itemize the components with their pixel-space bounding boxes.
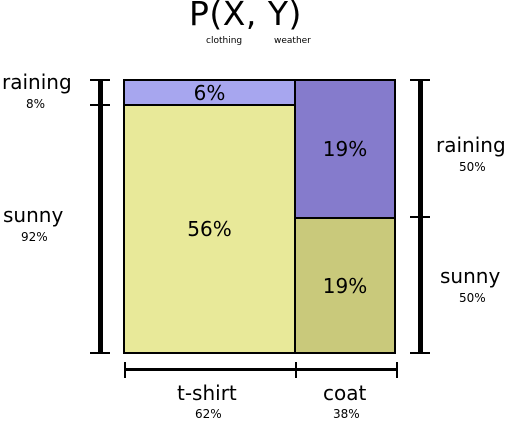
bottom-coat-label: coat [323, 381, 367, 405]
cell-coat-raining-value: 19% [322, 137, 368, 161]
left-raining-pct: 8% [26, 97, 46, 111]
cell-coat-sunny-value: 19% [322, 273, 368, 298]
left-sunny-label: sunny [3, 203, 64, 227]
cell-tshirt-raining: 6% [123, 79, 296, 106]
diagram-title: P(X, Y) [189, 0, 302, 33]
left-raining-label: raining [2, 70, 72, 94]
right-raining-pct: 50% [459, 160, 486, 174]
right-sunny-pct: 50% [459, 291, 486, 305]
right-sunny-label: sunny [440, 264, 501, 288]
cell-coat-raining: 19% [294, 79, 396, 219]
title-x-subscript: clothing [206, 36, 243, 46]
bottom-tshirt-pct: 62% [195, 407, 222, 421]
bottom-tshirt-label: t-shirt [177, 381, 237, 405]
cell-tshirt-sunny: 56% [123, 104, 296, 354]
cell-tshirt-raining-value: 6% [193, 80, 226, 105]
cell-tshirt-sunny-value: 56% [187, 217, 232, 241]
right-raining-label: raining [436, 133, 506, 157]
left-sunny-pct: 92% [21, 230, 48, 244]
bottom-coat-pct: 38% [333, 407, 360, 421]
title-y-subscript: weather [274, 36, 311, 46]
cell-coat-sunny: 19% [294, 217, 396, 354]
